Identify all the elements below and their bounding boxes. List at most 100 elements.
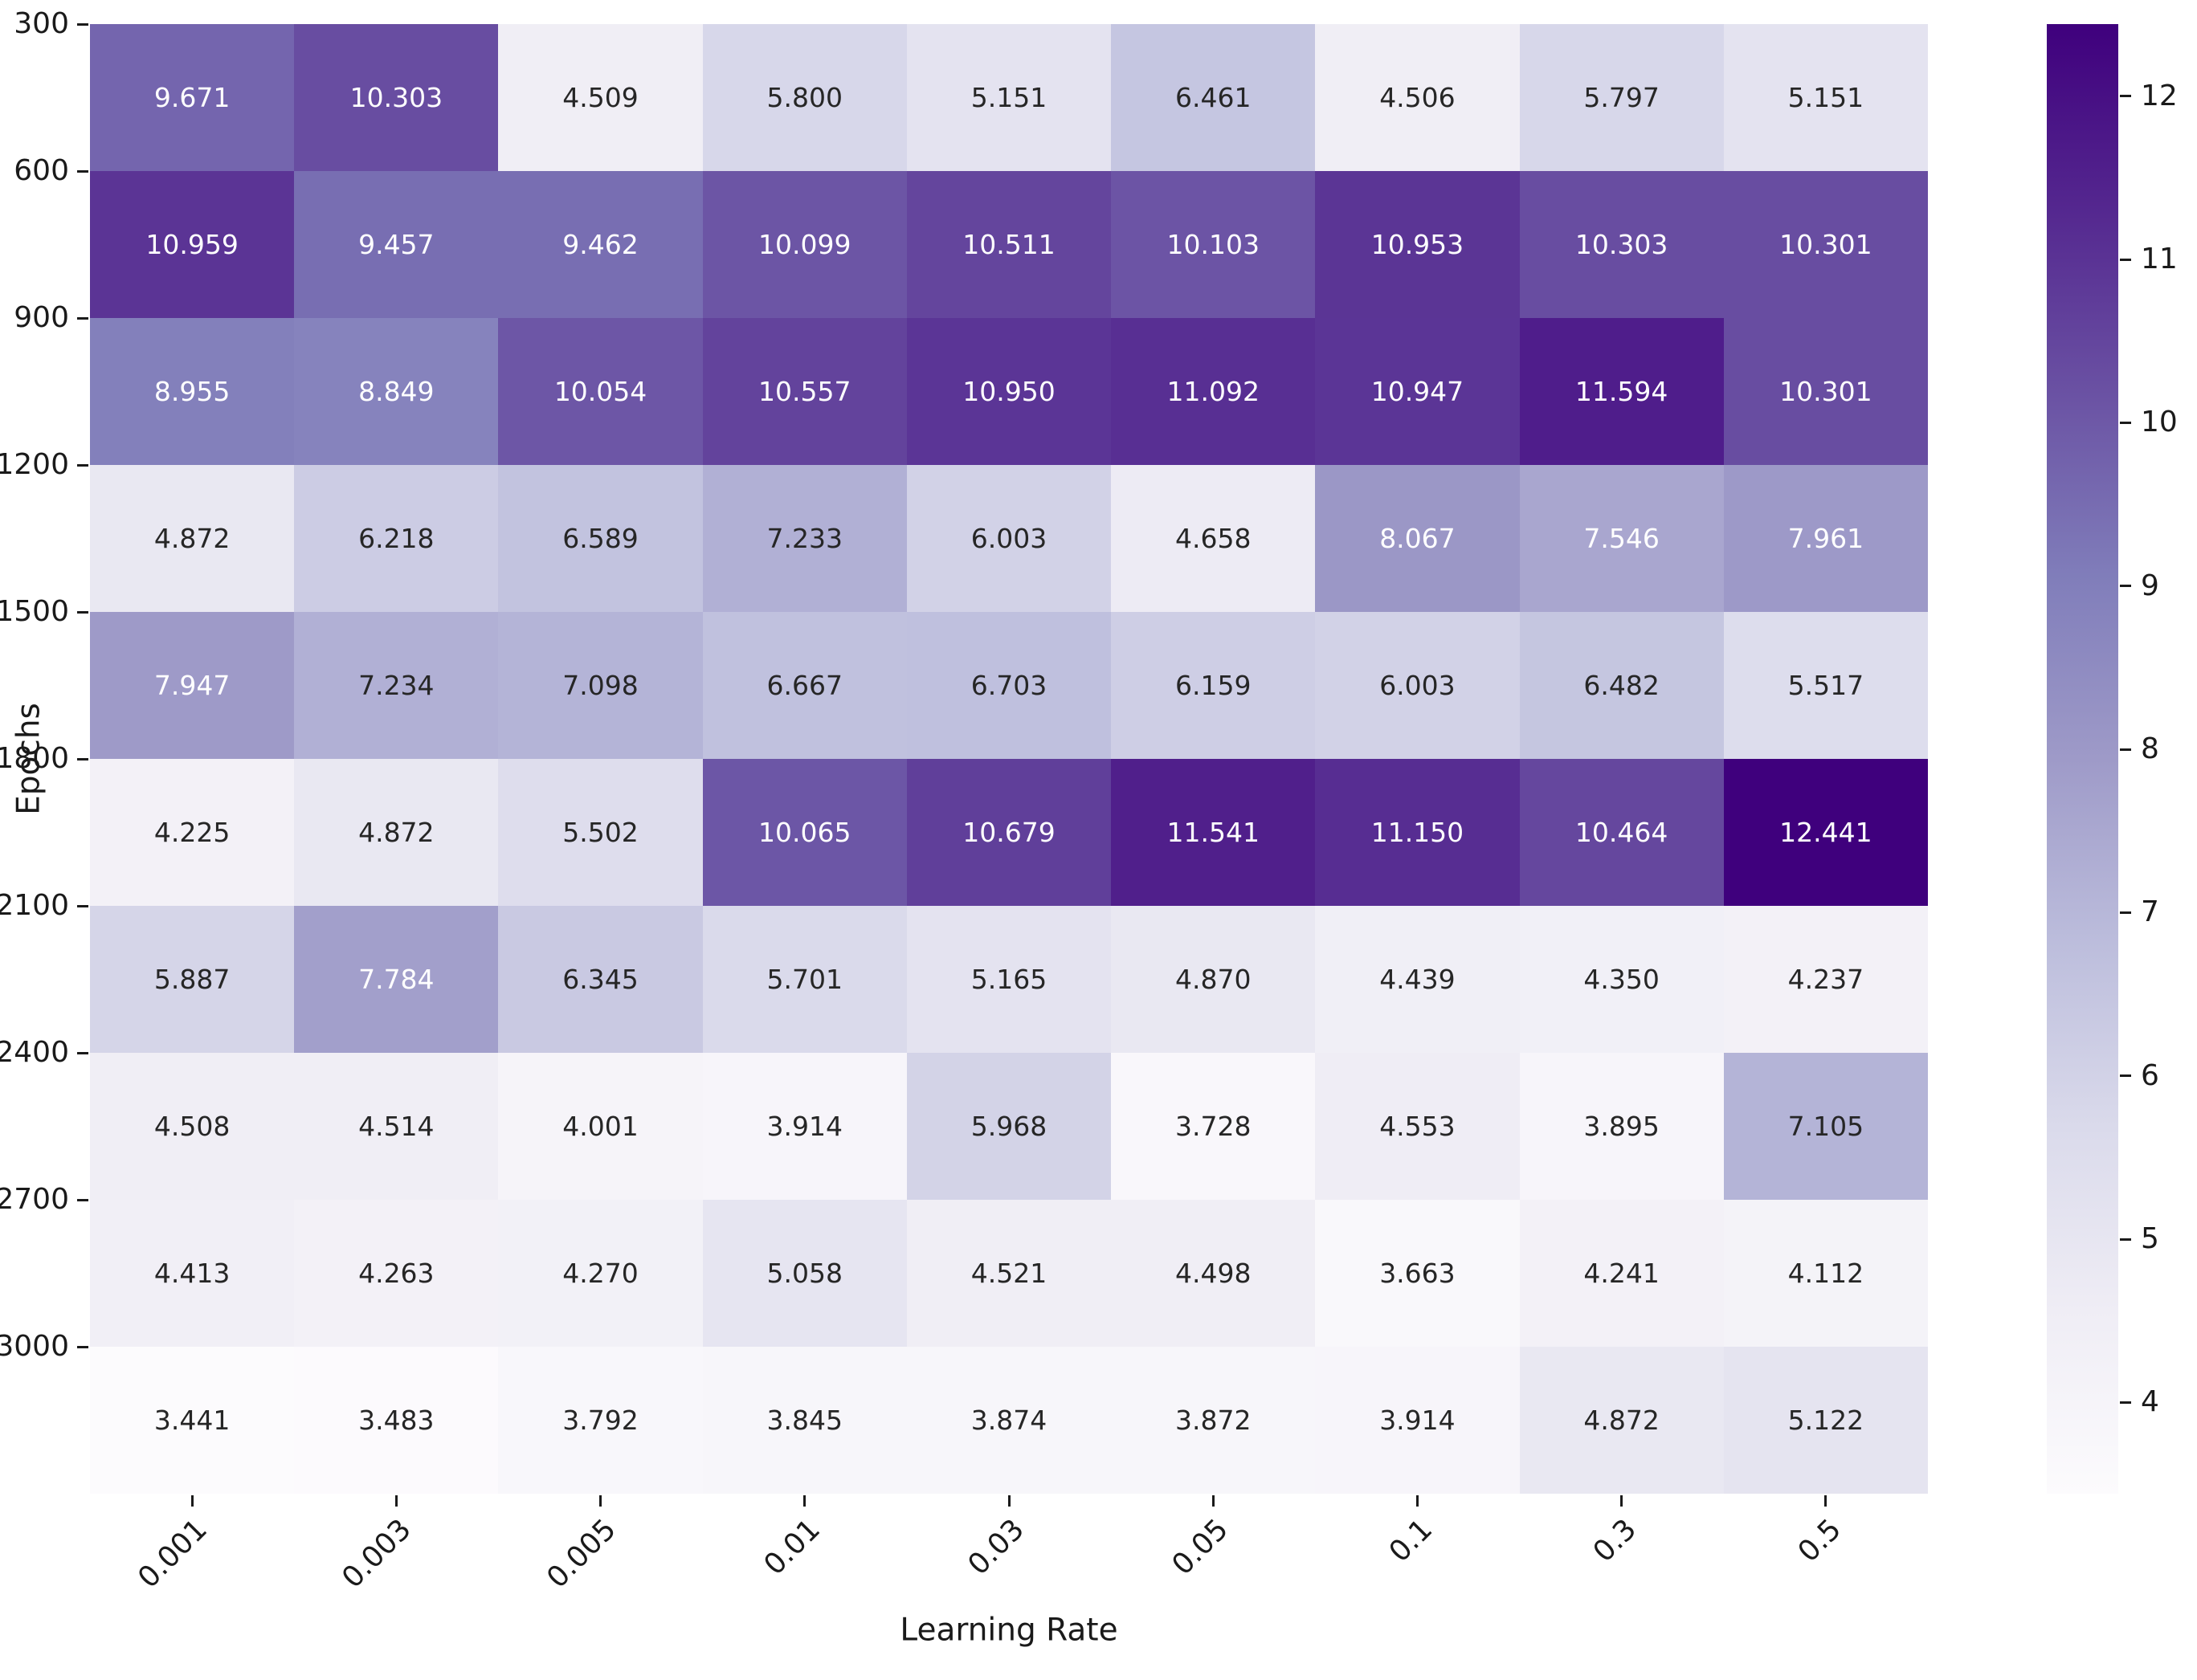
heatmap-cell: 7.233: [702, 465, 907, 612]
heatmap-cell: 4.521: [906, 1200, 1112, 1347]
heatmap-cell: 4.225: [90, 759, 295, 906]
colorbar-tick-mark: [2120, 421, 2131, 424]
heatmap-cell: 10.950: [906, 318, 1112, 465]
heatmap-cell: 11.594: [1519, 318, 1724, 465]
heatmap-cell: 5.701: [702, 906, 907, 1053]
heatmap-cell: 6.667: [702, 612, 907, 759]
heatmap-cell: 4.112: [1723, 1200, 1928, 1347]
heatmap-cell: 10.679: [906, 759, 1112, 906]
heatmap-cell: 7.105: [1723, 1053, 1928, 1200]
x-tick-label: 0.003: [336, 1512, 419, 1595]
colorbar-tick-mark: [2120, 95, 2131, 98]
y-tick-mark: [77, 316, 88, 320]
heatmap-cell: 10.054: [498, 318, 703, 465]
heatmap-cell: 4.241: [1519, 1200, 1724, 1347]
colorbar-tick-label: 11: [2141, 243, 2178, 275]
colorbar-tick-mark: [2120, 748, 2131, 751]
x-tick-mark: [803, 1495, 807, 1507]
y-tick-mark: [77, 1051, 88, 1054]
heatmap-cell: 11.541: [1111, 759, 1316, 906]
colorbar-tick-label: 8: [2141, 732, 2159, 765]
heatmap-cell: 11.092: [1111, 318, 1316, 465]
heatmap-cell: 10.557: [702, 318, 907, 465]
heatmap-cell: 4.870: [1111, 906, 1316, 1053]
x-tick-label: 0.005: [540, 1512, 623, 1595]
heatmap-cell: 6.159: [1111, 612, 1316, 759]
y-tick-label: 900: [14, 301, 69, 334]
heatmap-cell: 10.065: [702, 759, 907, 906]
heatmap-cell: 3.845: [702, 1347, 907, 1494]
heatmap-cell: 10.953: [1315, 171, 1520, 318]
heatmap-cell: 10.511: [906, 171, 1112, 318]
y-tick-mark: [77, 463, 88, 467]
x-tick-mark: [1415, 1495, 1419, 1507]
heatmap-cell: 4.263: [294, 1200, 499, 1347]
heatmap-cell: 5.151: [906, 24, 1112, 171]
heatmap-plot-area: 9.671 10.303 4.509 5.800 5.151 6.461 4.506 5.79…: [90, 24, 1928, 1494]
y-tick-label: 1200: [0, 448, 69, 481]
x-tick-label: 0.03: [962, 1512, 1031, 1582]
heatmap-cell: 9.457: [294, 171, 499, 318]
heatmap-cell: 4.439: [1315, 906, 1520, 1053]
colorbar-tick-mark: [2120, 1074, 2131, 1078]
heatmap-cell: 4.237: [1723, 906, 1928, 1053]
heatmap-cell: 4.872: [294, 759, 499, 906]
heatmap-cell: 4.872: [90, 465, 295, 612]
heatmap-cell: 4.658: [1111, 465, 1316, 612]
x-tick-mark: [1620, 1495, 1623, 1507]
heatmap-cell: 5.800: [702, 24, 907, 171]
colorbar-tick-mark: [2120, 1238, 2131, 1241]
heatmap-cell: 3.914: [702, 1053, 907, 1200]
heatmap-cell: 12.441: [1723, 759, 1928, 906]
heatmap-cell: 3.792: [498, 1347, 703, 1494]
colorbar-tick-label: 6: [2141, 1058, 2159, 1092]
heatmap-cell: 3.874: [906, 1347, 1112, 1494]
y-tick-label: 600: [14, 154, 69, 187]
y-tick-label: 2100: [0, 889, 69, 922]
heatmap-cell: 6.003: [906, 465, 1112, 612]
heatmap-cell: 4.508: [90, 1053, 295, 1200]
heatmap-cell: 4.506: [1315, 24, 1520, 171]
x-tick-label: 0.05: [1166, 1512, 1235, 1582]
colorbar-tick-label: 12: [2141, 79, 2178, 112]
heatmap-cell: 5.502: [498, 759, 703, 906]
y-tick-label: 3000: [0, 1330, 69, 1363]
x-tick-mark: [599, 1495, 602, 1507]
heatmap-cell: 7.947: [90, 612, 295, 759]
heatmap-cell: 3.872: [1111, 1347, 1316, 1494]
x-tick-mark: [190, 1495, 194, 1507]
y-tick-label: 2400: [0, 1036, 69, 1069]
heatmap-cell: 6.003: [1315, 612, 1520, 759]
colorbar-tick-label: 9: [2141, 569, 2159, 602]
heatmap-cell: 3.728: [1111, 1053, 1316, 1200]
heatmap-cell: 5.151: [1723, 24, 1928, 171]
colorbar-tick-label: 4: [2141, 1385, 2159, 1419]
y-tick-mark: [77, 1198, 88, 1201]
heatmap-cell: 3.895: [1519, 1053, 1724, 1200]
x-tick-label: 0.1: [1382, 1512, 1439, 1569]
heatmap-cell: 4.553: [1315, 1053, 1520, 1200]
heatmap-cell: 5.058: [702, 1200, 907, 1347]
colorbar-tick-label: 10: [2141, 406, 2178, 439]
y-tick-mark: [77, 610, 88, 614]
y-tick-mark: [77, 1345, 88, 1348]
heatmap-cell: 7.234: [294, 612, 499, 759]
heatmap-cell: 10.959: [90, 171, 295, 318]
heatmap-cell: 4.509: [498, 24, 703, 171]
y-tick-label: 1500: [0, 595, 69, 628]
heatmap-cell: 10.303: [1519, 171, 1724, 318]
heatmap-cell: 6.461: [1111, 24, 1316, 171]
heatmap-cell: 4.350: [1519, 906, 1724, 1053]
y-tick-mark: [77, 22, 88, 26]
heatmap-cell: 9.462: [498, 171, 703, 318]
x-tick-label: 0.001: [132, 1512, 214, 1595]
y-tick-mark: [77, 757, 88, 760]
heatmap-cell: 5.122: [1723, 1347, 1928, 1494]
x-tick-mark: [1007, 1495, 1011, 1507]
heatmap-cell: 11.150: [1315, 759, 1520, 906]
heatmap-cell: 7.098: [498, 612, 703, 759]
y-tick-label: 1800: [0, 742, 69, 775]
heatmap-cell: 6.703: [906, 612, 1112, 759]
heatmap-cell: 5.165: [906, 906, 1112, 1053]
